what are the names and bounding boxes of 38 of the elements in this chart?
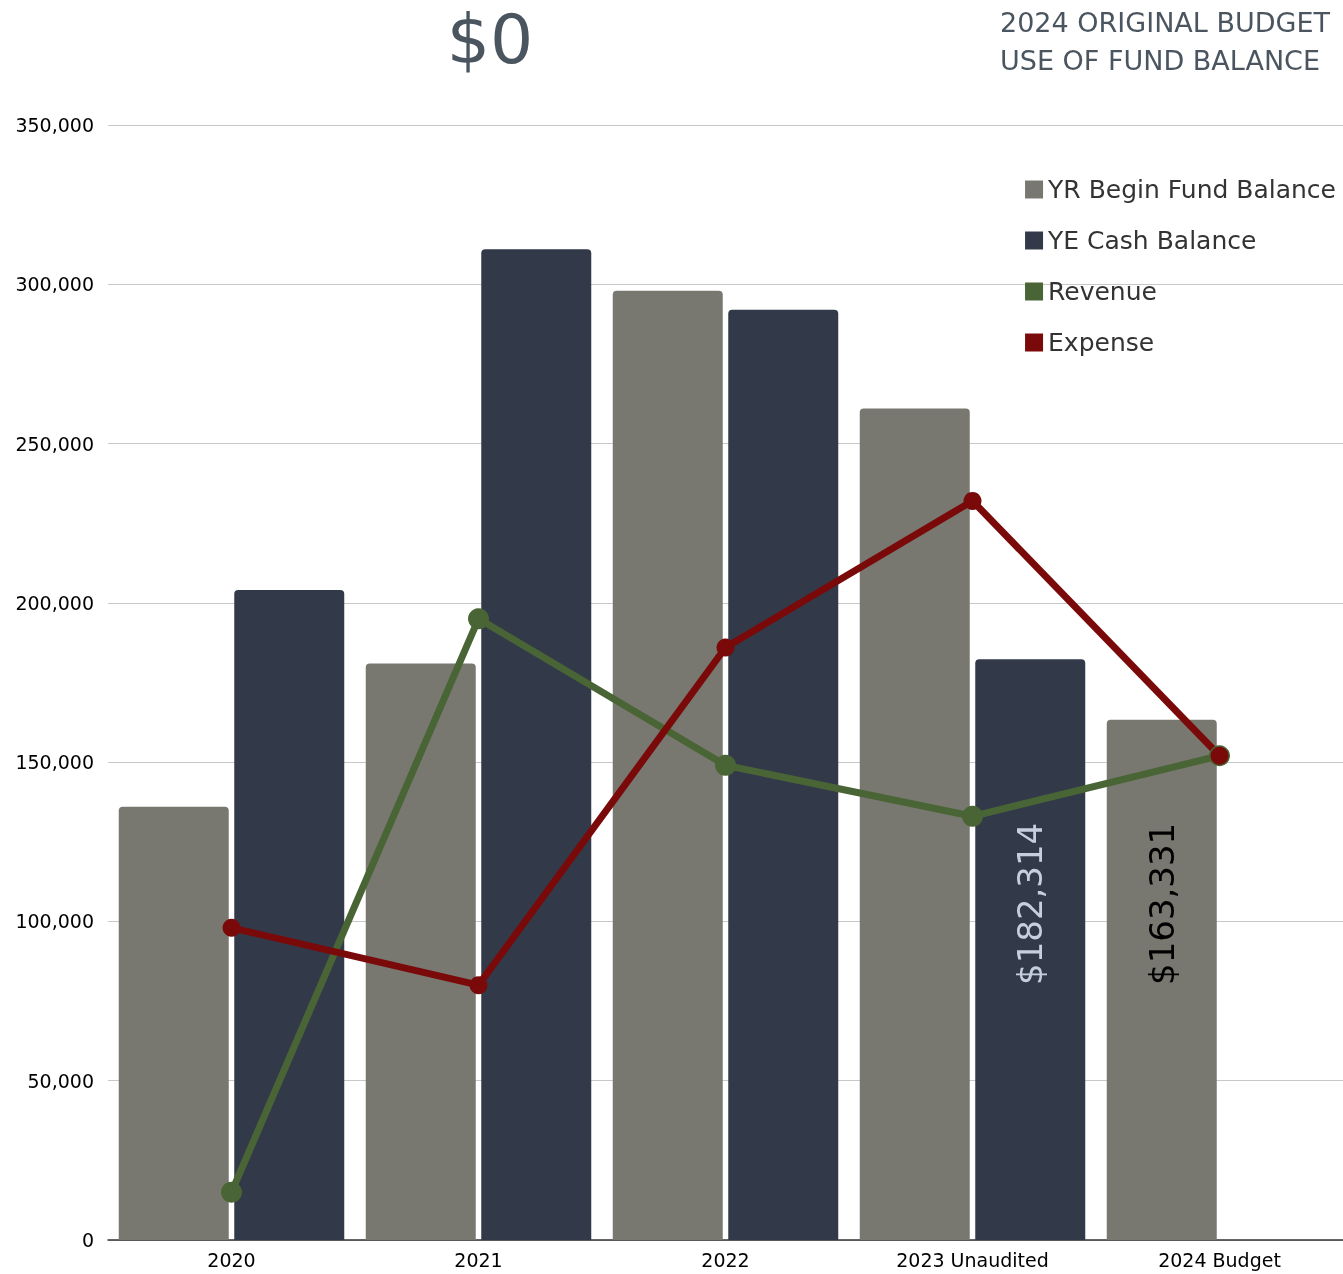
y-tick-label: 300,000 [15,273,94,296]
point [962,805,983,827]
data-label: $163,331 [1141,822,1182,985]
x-tick-label: 2022 [701,1248,750,1271]
x-tick-label: 2020 [207,1248,256,1271]
bar [1106,719,1217,1240]
y-tick-label: 150,000 [15,751,94,774]
bar [481,249,592,1240]
point [468,608,489,630]
y-tick-label: 50,000 [27,1069,94,1092]
chart-title: 2024 ORIGINAL BUDGET USE OF FUND BALANCE [1000,6,1331,76]
bar [612,290,723,1240]
bar [365,663,476,1240]
bar [234,590,345,1240]
bar [728,309,839,1240]
point [963,491,982,510]
y-tick-label: 350,000 [15,114,94,136]
chart-subtitle: $0 [446,0,534,79]
y-tick-label: 0 [81,1229,94,1251]
bar [975,659,1086,1240]
bar [859,408,970,1240]
legend-label: Revenue [1048,277,1157,306]
data-label: $182,314 [1010,822,1051,985]
legend-label: YR Begin Fund Balance [1047,175,1336,204]
y-tick-label: 100,000 [15,910,94,933]
y-tick-label: 250,000 [15,432,94,455]
x-tick-label: 2024 Budget [1158,1248,1281,1271]
y-tick-label: 200,000 [15,591,94,614]
legend-label: YE Cash Balance [1047,226,1257,255]
point [715,754,736,776]
point [716,638,735,657]
point [221,1181,242,1203]
point [469,976,488,995]
x-tick-label: 2021 [454,1248,503,1271]
bar [118,806,229,1240]
legend-label: Expense [1048,328,1155,357]
x-tick-label: 2023 Unaudited [896,1248,1049,1271]
point [222,918,241,937]
